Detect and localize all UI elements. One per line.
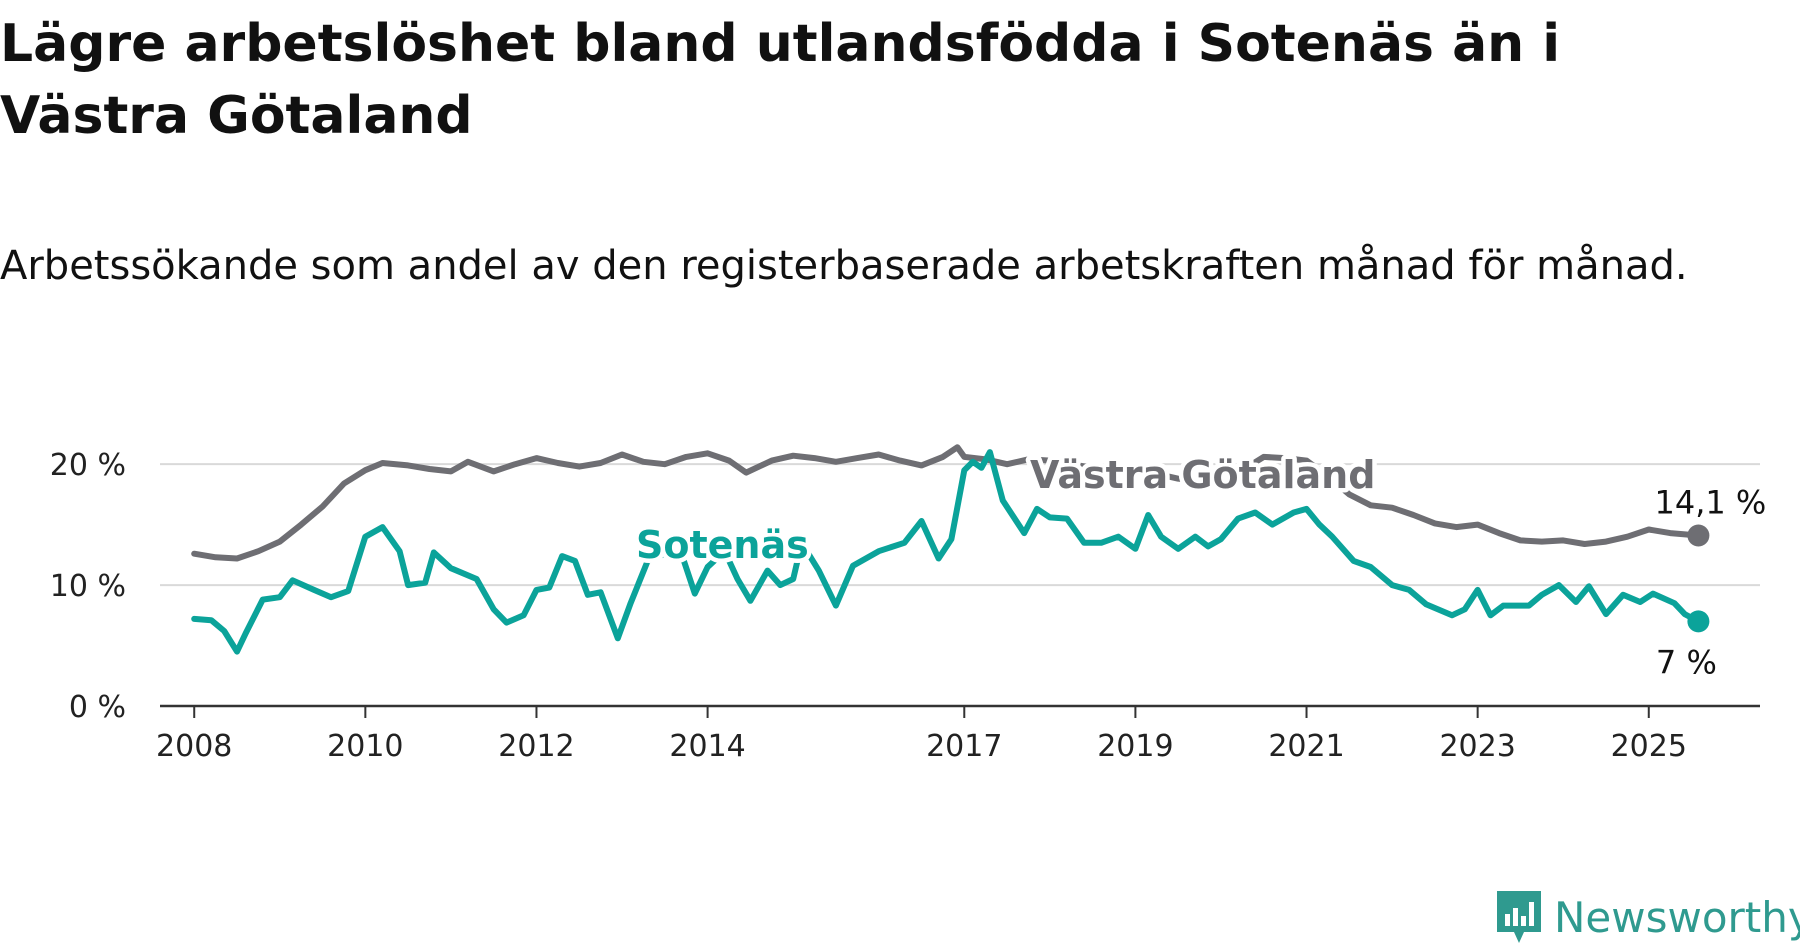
x-tick-label: 2012 <box>498 729 574 764</box>
y-tick-label: 20 % <box>50 448 126 483</box>
x-tick-label: 2008 <box>156 729 232 764</box>
series-line-sotenas <box>191 449 1702 655</box>
x-tick-label: 2021 <box>1268 729 1344 764</box>
chart-subtitle: Arbetssökande som andel av den registerb… <box>0 243 1688 289</box>
line-chart: 0 % 10 % 20 % 2008 2010 2012 2014 2017 2019 2021 2… <box>50 444 1767 764</box>
series-lines <box>191 444 1710 655</box>
x-tick-label: 2019 <box>1097 729 1173 764</box>
end-point-vastra-gotaland <box>1687 524 1710 547</box>
y-tick-label: 10 % <box>50 569 126 604</box>
series-line-vastra-gotaland <box>191 444 1702 562</box>
end-label-vastra-gotaland: 14,1 % <box>1654 484 1766 522</box>
series-label-sotenas: Sotenäs <box>636 523 809 567</box>
end-point-sotenas <box>1687 610 1710 633</box>
end-label-sotenas: 7 % <box>1656 643 1717 681</box>
x-tick-label: 2010 <box>327 729 403 764</box>
newsworthy-logo-icon <box>1497 891 1541 943</box>
y-tick-label: 0 % <box>69 690 126 725</box>
chart-title: Lägre arbetslöshet bland utlandsfödda i … <box>0 14 1561 146</box>
x-tick-label: 2014 <box>669 729 745 764</box>
x-tick-label: 2023 <box>1439 729 1515 764</box>
x-tick-label: 2025 <box>1611 729 1687 764</box>
series-label-vastra-gotaland: Västra Götaland <box>1030 453 1375 497</box>
axes: 0 % 10 % 20 % 2008 2010 2012 2014 2017 2019 2021 2… <box>50 448 1760 764</box>
series-labels: Västra Götaland Sotenäs 14,1 % 7 % <box>632 449 1767 682</box>
newsworthy-logo[interactable]: Newsworthy <box>1494 888 1800 946</box>
x-tick-label: 2017 <box>926 729 1002 764</box>
brand-name: Newsworthy <box>1554 892 1800 942</box>
